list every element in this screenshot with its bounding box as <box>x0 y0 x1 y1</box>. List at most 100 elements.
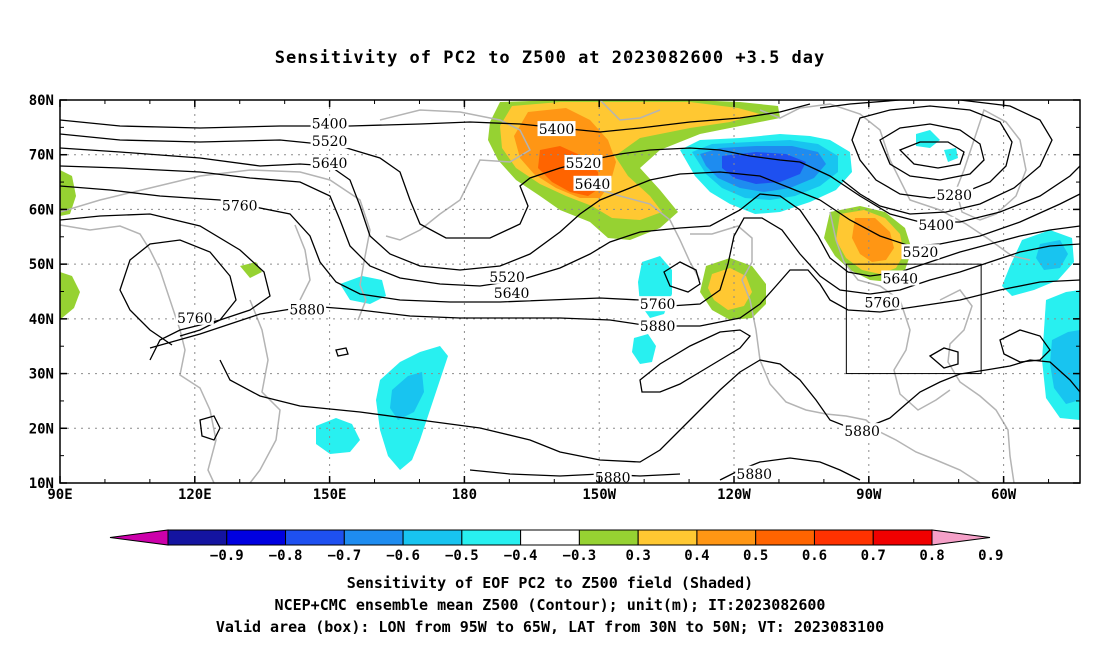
contour-label: 5520 <box>489 270 525 286</box>
lat-tick-label: 60N <box>29 202 54 218</box>
colorbar-label: −0.4 <box>504 548 538 564</box>
colorbar-label: −0.6 <box>386 548 420 564</box>
colorbar-right-arrow <box>931 529 991 546</box>
colorbar-swatch <box>813 529 874 546</box>
contour-label-bg <box>935 186 974 202</box>
lat-tick-label: 50N <box>29 257 54 273</box>
positive-area-central-canada-05 <box>852 218 894 262</box>
negative-area-atlantic-east-04 <box>1050 330 1080 404</box>
lon-tick-label: 120E <box>178 487 212 503</box>
contour-label-bg <box>638 318 677 334</box>
longitude-axis: 90E 120E 150E 180 150W 120W 90W 60W <box>47 100 1050 503</box>
contour-label-bg <box>917 216 956 232</box>
lon-tick-label: 150E <box>313 487 347 503</box>
colorbar-label: 0.9 <box>978 548 1003 564</box>
lon-tick-label: 120W <box>717 487 751 503</box>
contour-label-bg <box>901 244 940 260</box>
caption-line-1: Sensitivity of EOF PC2 to Z500 field (Sh… <box>346 574 754 592</box>
contour-label-bg <box>310 115 349 131</box>
contour-label-bg <box>735 465 774 481</box>
positive-area-west-edge-2 <box>60 272 80 318</box>
caption-block: Sensitivity of EOF PC2 to Z500 field (Sh… <box>0 572 1100 638</box>
contour-label-bg <box>288 301 327 317</box>
lat-tick-label: 10N <box>29 476 54 492</box>
colorbar-swatch <box>578 529 639 546</box>
contour-label-bg <box>863 294 902 310</box>
caption-line-2: NCEP+CMC ensemble mean Z500 (Contour); u… <box>274 596 826 614</box>
contour-label-bg <box>488 268 527 284</box>
colorbar-swatch <box>167 529 228 546</box>
colorbar-label: −0.8 <box>269 548 303 564</box>
valid-area-box <box>845 263 982 375</box>
contour-label: 5400 <box>918 218 954 234</box>
colorbar-label: −0.9 <box>210 548 244 564</box>
contour-label-bg <box>175 309 214 325</box>
contour-label-bg <box>593 469 632 485</box>
contour-label: 5520 <box>312 134 348 150</box>
contour-label: 5880 <box>289 303 325 319</box>
caption-line-3: Valid area (box): LON from 95W to 65W, L… <box>215 618 885 636</box>
lon-tick-label: 150W <box>582 487 616 503</box>
contour-label: 5880 <box>640 319 676 335</box>
colorbar-swatch <box>343 529 404 546</box>
colorbar-label: 0.3 <box>626 548 651 564</box>
contour-label-bg <box>573 175 612 191</box>
colorbar-swatch <box>226 529 287 546</box>
colorbar-label: 0.7 <box>861 548 886 564</box>
negative-area-pacific-2 <box>632 334 656 364</box>
lon-tick-label: 180 <box>452 487 477 503</box>
contour-label-bg <box>310 133 349 149</box>
contour-label: 5400 <box>312 117 348 133</box>
contour-label-bg <box>881 270 920 286</box>
colorbar-label: −0.5 <box>445 548 479 564</box>
colorbar-swatch <box>872 529 933 546</box>
coastlines <box>60 100 1031 483</box>
positive-area-ne-pacific-04 <box>708 268 752 310</box>
contour-label: 5880 <box>595 471 631 487</box>
contour-label: 5520 <box>903 245 939 261</box>
contour-label: 5760 <box>177 311 213 327</box>
colorbar-swatch <box>755 529 815 546</box>
contour-label: 5400 <box>539 122 575 138</box>
lat-tick-label: 70N <box>29 148 54 164</box>
contour-label-bg <box>492 285 531 301</box>
z500-contours <box>60 100 1080 481</box>
negative-area-kamchatka <box>340 276 386 304</box>
negative-area-subtropical-2 <box>316 418 360 454</box>
colorbar-label: 0.4 <box>684 548 709 564</box>
contour-labels: 5400552056405760576058805400552056405520… <box>175 115 974 487</box>
colorbar: −0.9 −0.8 −0.7 −0.6 −0.5 −0.4 −0.3 0.3 0.4 0.5 0.6… <box>109 529 1003 564</box>
lat-tick-label: 30N <box>29 367 54 383</box>
negative-area-atlantic-north <box>1002 230 1074 296</box>
contour-label: 5640 <box>882 271 918 287</box>
contour-label: 5880 <box>736 467 772 483</box>
lat-tick-label: 80N <box>29 93 54 109</box>
contour-label: 5280 <box>936 188 972 204</box>
colorbar-label: 0.6 <box>802 548 827 564</box>
colorbar-swatch <box>285 529 345 546</box>
contour-label-bg <box>310 155 349 171</box>
colorbar-swatch <box>402 529 463 546</box>
colorbar-label: 0.8 <box>919 548 944 564</box>
contour-label-bg <box>843 423 882 439</box>
contour-label: 5880 <box>844 424 880 440</box>
positive-area-west-edge <box>60 170 76 216</box>
lon-tick-label: 90W <box>856 487 882 503</box>
contour-label: 5760 <box>222 199 258 215</box>
lat-tick-label: 40N <box>29 312 54 328</box>
contour-label-bg <box>638 296 677 312</box>
contour-label: 5760 <box>864 296 900 312</box>
contour-label: 5640 <box>575 177 611 193</box>
contour-label-bg <box>220 197 259 213</box>
map-title: Sensitivity of PC2 to Z500 at 2023082600… <box>274 48 826 68</box>
colorbar-swatch <box>520 529 580 546</box>
contour-label: 5640 <box>494 286 530 302</box>
contour-label-bg <box>537 121 576 137</box>
lon-tick-label: 90E <box>47 487 72 503</box>
negative-area-subtropical-04 <box>390 372 424 420</box>
contour-label: 5520 <box>566 156 602 172</box>
contour-label: 5760 <box>640 297 676 313</box>
negative-area-greenland <box>916 130 940 148</box>
latitude-axis: 80N 70N 60N 50N 40N 30N 20N 10N <box>29 93 1080 492</box>
